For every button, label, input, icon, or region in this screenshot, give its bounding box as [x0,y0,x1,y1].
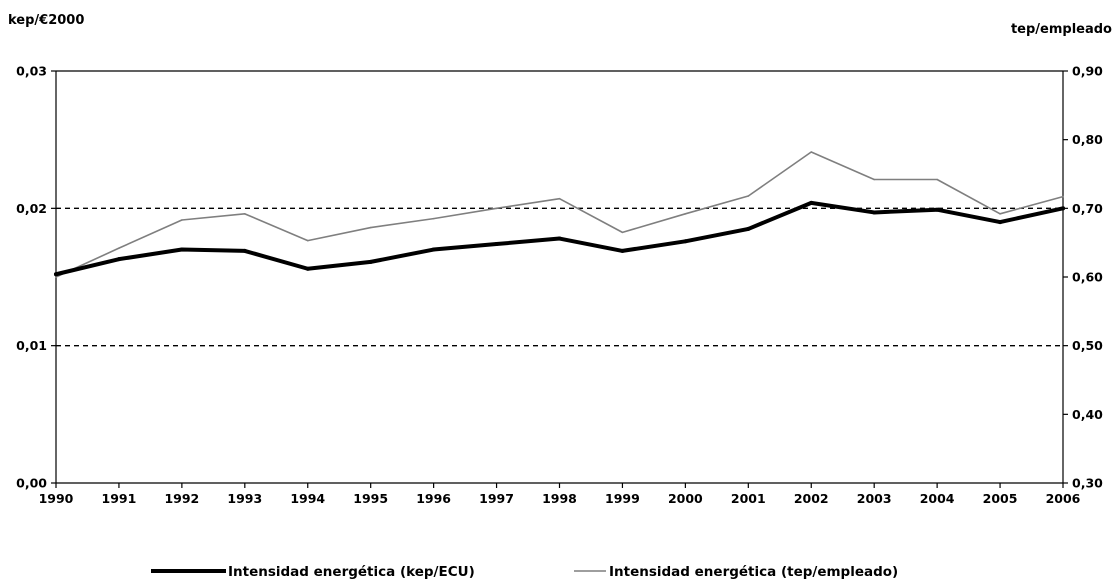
x-tick-label: 1992 [164,491,199,506]
series-lines [54,151,1065,278]
series-0-point [683,239,688,244]
right-tick-label: 0,90 [1072,64,1103,79]
series-0-point [494,242,499,247]
left-axis-title: kep/€2000 [8,13,84,28]
x-tick-label: 2005 [983,491,1018,506]
series-0-point [746,226,751,231]
series-0-point [557,236,562,241]
x-tick-label: 1996 [416,491,451,506]
right-tick-label: 0,50 [1072,338,1103,353]
x-tick-label: 1997 [479,491,514,506]
series-1-point [873,178,875,181]
left-tick-label: 0,00 [16,476,47,491]
series-1-point [181,219,183,221]
x-tick-label: 2006 [1046,491,1081,506]
series-0-point [620,248,625,253]
series-0-point [54,272,58,277]
left-tick-label: 0,03 [16,64,47,79]
series-1-point [999,213,1001,215]
left-tick-label: 0,02 [16,201,47,216]
left-tick-label: 0,01 [16,338,47,353]
right-tick-label: 0,40 [1072,407,1103,422]
series-1-point [495,207,498,210]
series-0-point [116,257,121,262]
series-1-point [747,195,750,197]
series-1-point [306,239,309,242]
series-1-point [621,231,624,234]
x-tick-label: 1998 [542,491,577,506]
x-tick-label: 1993 [227,491,262,506]
x-tick-label: 2003 [857,491,892,506]
series-0-point [431,247,436,252]
series-0-point [872,210,877,215]
x-tick-label: 2002 [794,491,829,506]
series-1-point [810,151,813,153]
right-tick-label: 0,80 [1072,132,1103,147]
series-line-1 [55,151,1064,278]
x-tick-label: 2001 [731,491,766,506]
series-1-point [118,247,120,249]
legend-label-1: Intensidad energética (tep/empleado) [609,564,898,580]
series-0-point [935,207,940,212]
series-0-point [998,220,1003,225]
right-tick-label: 0,70 [1072,201,1103,216]
series-1-point [558,197,561,200]
series-1-point [1062,195,1064,198]
series-0-point [242,248,247,253]
x-tick-label: 1994 [290,491,325,506]
series-1-point [369,226,372,229]
series-0-point [368,259,373,264]
x-tick-label: 2004 [920,491,955,506]
series-0-point [1061,206,1065,211]
axes [51,70,1068,488]
series-0-point [305,266,310,271]
series-1-point [684,213,687,215]
series-1-point [936,178,938,181]
series-0-point [809,200,814,205]
gridlines [56,207,1063,347]
x-tick-label: 2000 [668,491,703,506]
tick-labels: 0,00 0,01 0,02 0,03 0,30 0,40 0,50 0,60 0,70 0,80… [16,64,1103,507]
series-1-point [244,213,246,215]
x-tick-label: 1990 [39,491,74,506]
x-tick-label: 1999 [605,491,640,506]
x-tick-label: 1995 [353,491,388,506]
right-axis-title: tep/empleado [1011,22,1112,37]
legend: Intensidad energética (kep/ECU) Intensida… [151,564,898,580]
right-tick-label: 0,30 [1072,476,1103,491]
x-tick-label: 1991 [102,491,137,506]
right-tick-label: 0,60 [1072,270,1103,285]
series-0-point [179,247,184,252]
legend-label-0: Intensidad energética (kep/ECU) [228,564,475,580]
series-1-point [432,217,435,220]
series-1-point [55,276,57,278]
